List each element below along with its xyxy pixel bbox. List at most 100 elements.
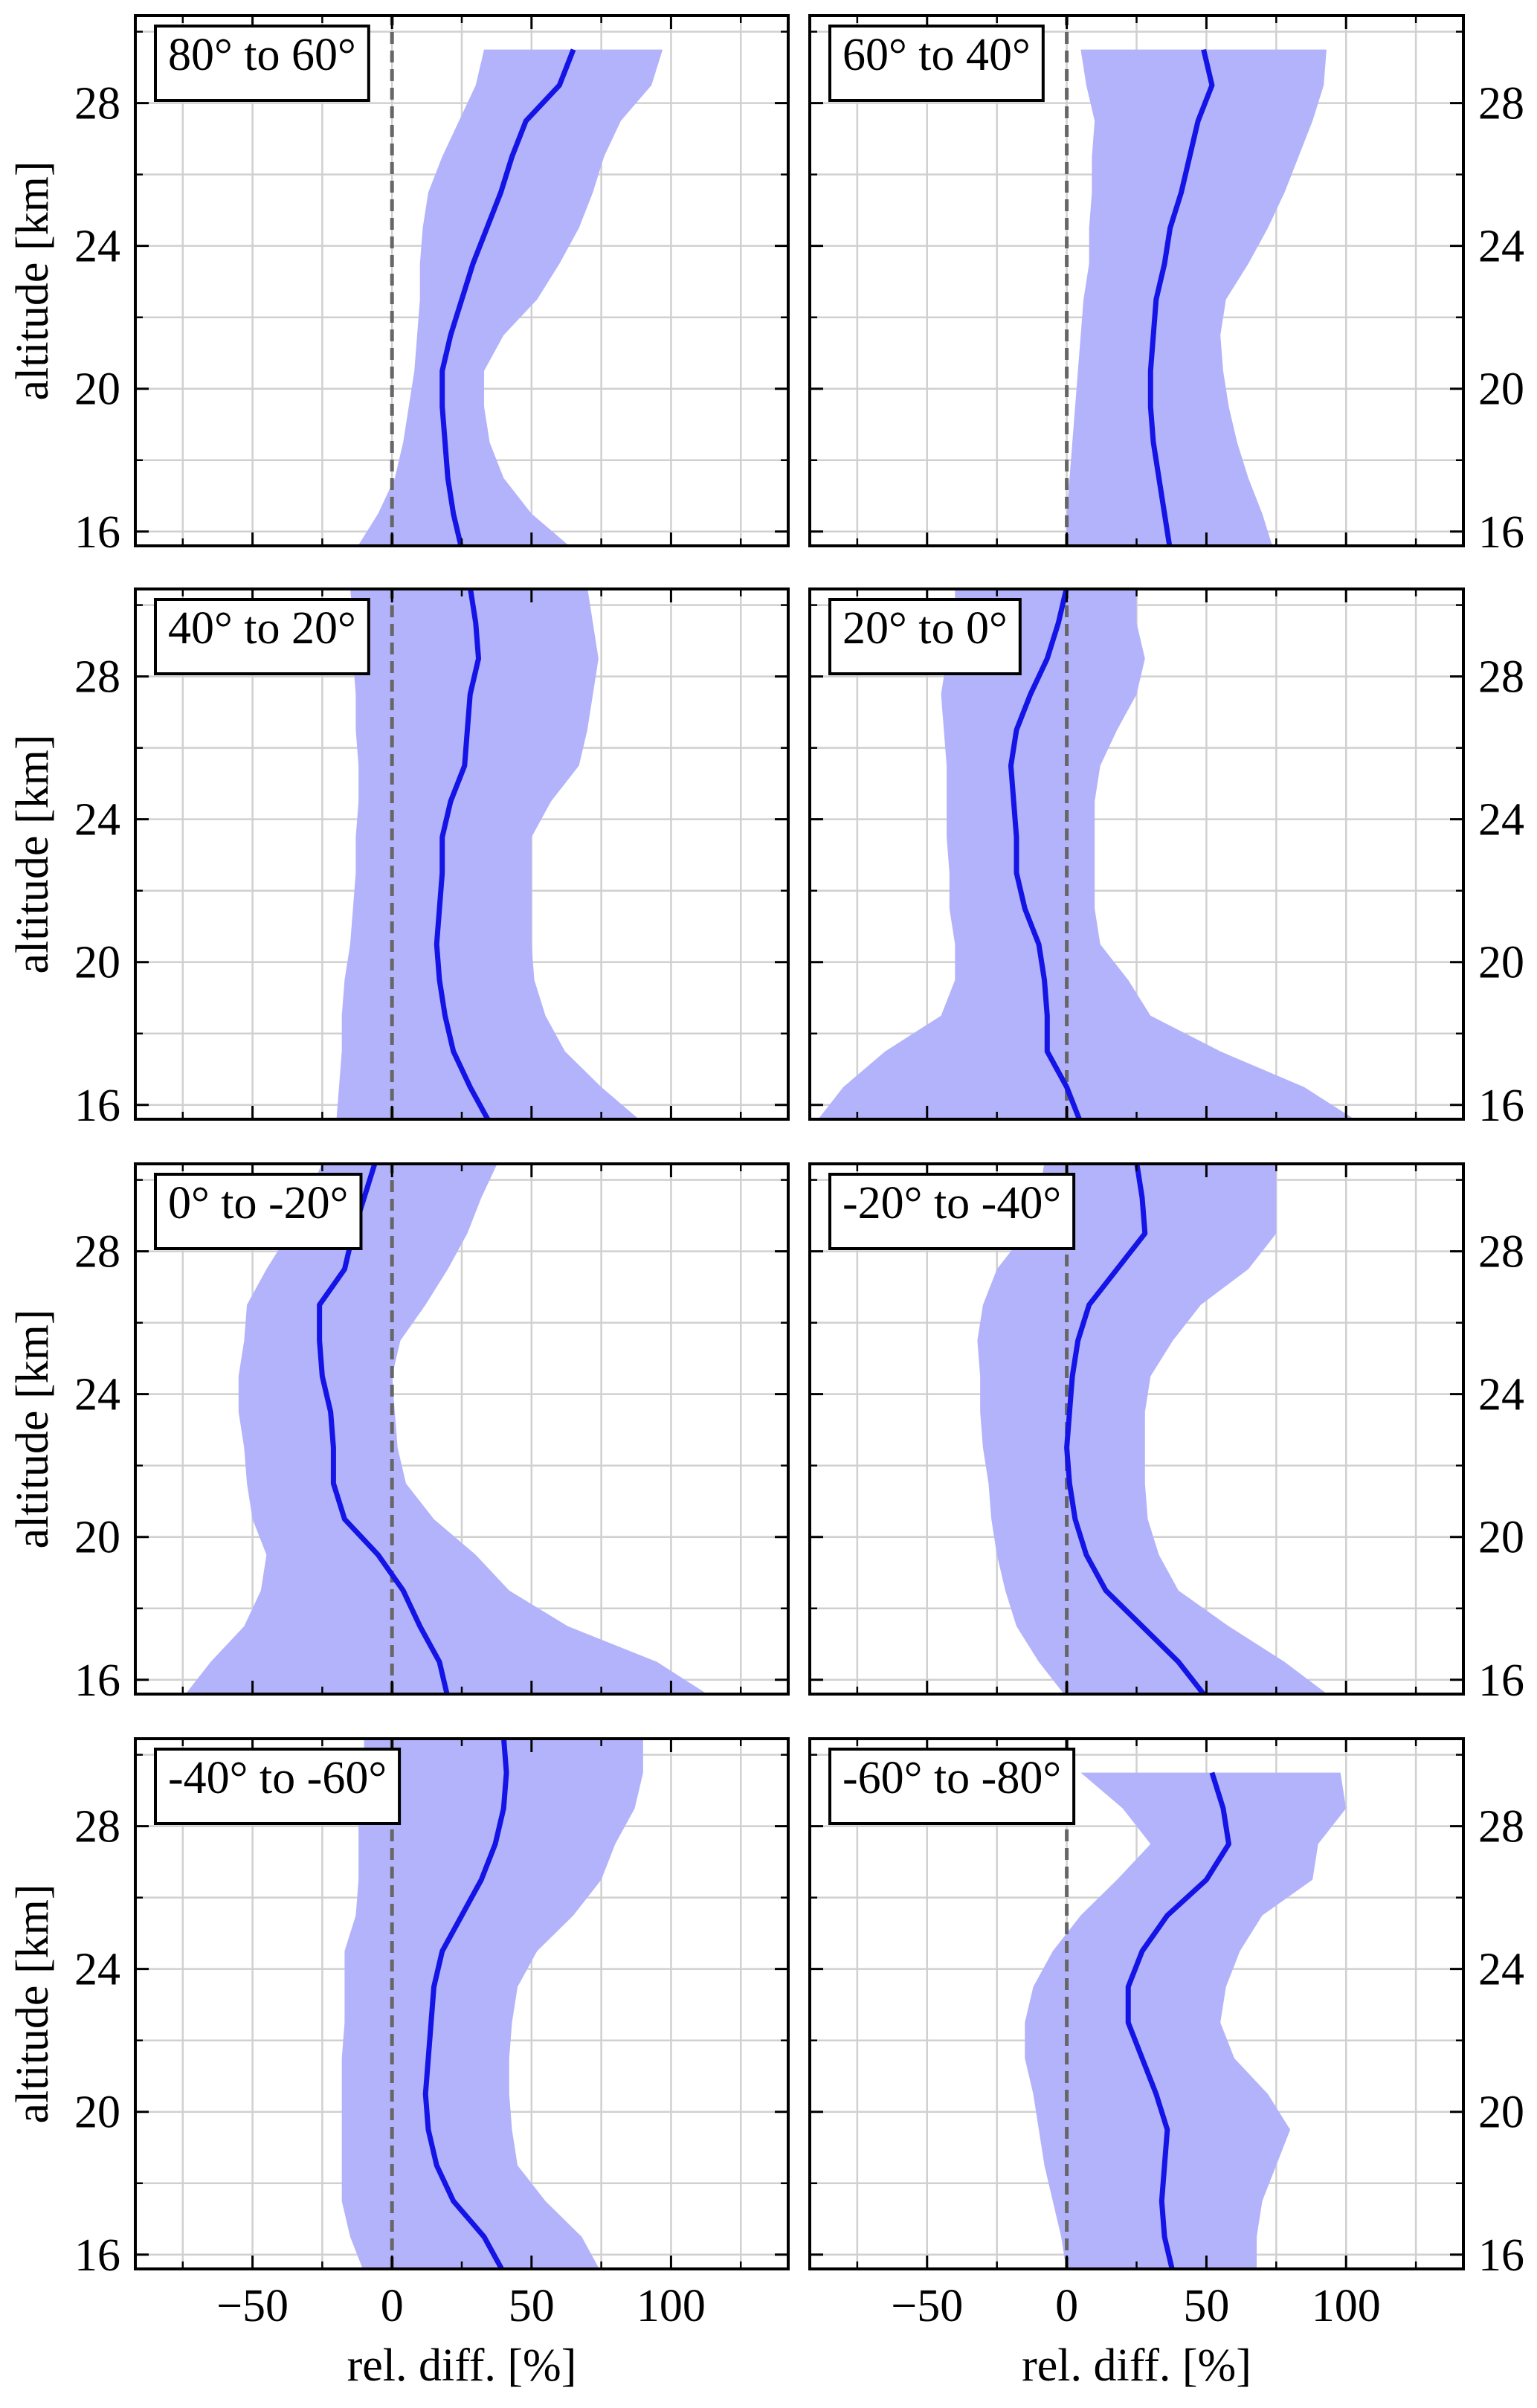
y-tick-label: 20 bbox=[74, 364, 120, 415]
plot-area bbox=[1025, 1739, 1347, 2269]
profile-line bbox=[439, 48, 576, 546]
y-tick-label: 28 bbox=[1478, 1227, 1524, 1278]
profile-line bbox=[1147, 48, 1215, 546]
x-tick-label: 100 bbox=[1312, 2281, 1381, 2331]
axes-frame bbox=[134, 14, 790, 547]
uncertainty-band bbox=[341, 1739, 643, 2269]
title-box bbox=[154, 598, 370, 675]
y-axis-label: altitude [km] bbox=[7, 1884, 58, 2124]
axes-frame bbox=[808, 14, 1465, 547]
title-box bbox=[154, 1748, 402, 1825]
profile-line bbox=[317, 1164, 450, 1694]
x-tick-label: 100 bbox=[637, 2281, 706, 2331]
uncertainty-band bbox=[818, 589, 1355, 1119]
y-tick-label: 16 bbox=[74, 1655, 120, 1706]
panel: 16 20 24 28 40° to 20° altitude [km] bbox=[7, 587, 790, 1131]
uncertainty-band bbox=[336, 589, 639, 1119]
x-tick-label: 50 bbox=[1183, 2281, 1229, 2331]
y-axis-label: altitude [km] bbox=[7, 161, 58, 401]
y-tick-label: 28 bbox=[74, 1227, 120, 1278]
panel: 16 20 24 28 60° to 40° bbox=[808, 14, 1524, 558]
x-tick-label: −50 bbox=[216, 2281, 289, 2331]
plot-area bbox=[818, 589, 1355, 1119]
plot-area bbox=[341, 1739, 643, 2269]
plot-area bbox=[336, 589, 639, 1119]
plot-area bbox=[1065, 16, 1327, 546]
y-tick-label: 24 bbox=[1478, 1370, 1524, 1420]
axes-frame bbox=[808, 587, 1465, 1121]
y-tick-label: 28 bbox=[74, 79, 120, 129]
y-tick-label: 16 bbox=[1478, 507, 1524, 558]
panel-title: 40° to 20° bbox=[168, 603, 356, 654]
uncertainty-band bbox=[185, 1164, 708, 1694]
x-tick-label: −50 bbox=[891, 2281, 963, 2331]
y-tick-label: 20 bbox=[1478, 938, 1524, 988]
y-tick-label: 16 bbox=[74, 1081, 120, 1131]
y-tick-label: 24 bbox=[74, 795, 120, 846]
profile-line bbox=[422, 1739, 509, 2269]
y-tick-label: 24 bbox=[74, 1945, 120, 1995]
y-tick-label: 20 bbox=[74, 1513, 120, 1563]
profile-line bbox=[1008, 589, 1083, 1119]
y-tick-label: 20 bbox=[1478, 364, 1524, 415]
uncertainty-band bbox=[977, 1164, 1328, 1694]
panel: 16 20 24 28 80° to 60° altitude [km] bbox=[7, 14, 790, 558]
uncertainty-band bbox=[1025, 1772, 1347, 2269]
y-tick-label: 16 bbox=[1478, 1081, 1524, 1131]
profile-line bbox=[1064, 1164, 1208, 1694]
y-tick-label: 28 bbox=[1478, 652, 1524, 703]
axes-frame bbox=[808, 1737, 1465, 2270]
panel-title: 0° to -20° bbox=[168, 1178, 348, 1229]
y-tick-label: 16 bbox=[1478, 2230, 1524, 2281]
y-tick-label: 28 bbox=[74, 1802, 120, 1852]
title-box bbox=[828, 25, 1045, 102]
x-tick-label: 50 bbox=[509, 2281, 555, 2331]
panel-title: -20° to -40° bbox=[842, 1178, 1061, 1229]
title-box bbox=[828, 598, 1022, 675]
panel: −50 0 50 100 16 20 24 28 -60° to -80° rel. diff. … bbox=[808, 1737, 1524, 2391]
y-tick-label: 24 bbox=[1478, 795, 1524, 846]
panel-title: -60° to -80° bbox=[842, 1753, 1061, 1803]
y-tick-label: 16 bbox=[74, 2230, 120, 2281]
title-box bbox=[154, 1173, 363, 1250]
axes-frame bbox=[134, 587, 790, 1121]
profile-line bbox=[1125, 1771, 1231, 2269]
panel: 16 20 24 28 20° to 0° bbox=[808, 587, 1524, 1131]
plot-area bbox=[977, 1164, 1328, 1694]
title-box bbox=[154, 25, 370, 102]
panel: 16 20 24 28 0° to -20° altitude [km] bbox=[7, 1162, 790, 1706]
y-tick-label: 16 bbox=[1478, 1655, 1524, 1706]
axes-frame bbox=[134, 1162, 790, 1696]
y-tick-label: 20 bbox=[1478, 1513, 1524, 1563]
panel: −50 0 50 100 16 20 24 28 -40° to -60° altitude [k… bbox=[7, 1737, 790, 2391]
plot-area bbox=[358, 16, 663, 546]
uncertainty-band bbox=[1066, 49, 1327, 546]
x-tick-label: 0 bbox=[1055, 2281, 1078, 2331]
x-axis-label: rel. diff. [%] bbox=[1022, 2340, 1251, 2391]
y-tick-label: 24 bbox=[74, 222, 120, 272]
y-axis-label: altitude [km] bbox=[7, 1310, 58, 1549]
title-box bbox=[828, 1173, 1076, 1250]
x-tick-label: 0 bbox=[381, 2281, 404, 2331]
axes-frame bbox=[808, 1162, 1465, 1696]
plot-area bbox=[185, 1164, 708, 1694]
y-tick-label: 20 bbox=[74, 2087, 120, 2138]
panel: 16 20 24 28 -20° to -40° bbox=[808, 1162, 1524, 1706]
panel-title: 20° to 0° bbox=[842, 603, 1008, 654]
axes-frame bbox=[134, 1737, 790, 2270]
y-tick-label: 24 bbox=[74, 1370, 120, 1420]
title-box bbox=[828, 1748, 1076, 1825]
y-tick-label: 28 bbox=[74, 652, 120, 703]
profile-line bbox=[434, 589, 491, 1119]
y-tick-label: 20 bbox=[74, 938, 120, 988]
panel-title: -40° to -60° bbox=[168, 1753, 387, 1803]
y-tick-label: 24 bbox=[1478, 222, 1524, 272]
x-axis-label: rel. diff. [%] bbox=[347, 2340, 577, 2391]
panel-title: 80° to 60° bbox=[168, 30, 356, 80]
y-axis-label: altitude [km] bbox=[7, 735, 58, 974]
y-tick-label: 28 bbox=[1478, 1802, 1524, 1852]
y-tick-label: 28 bbox=[1478, 79, 1524, 129]
panel-title: 60° to 40° bbox=[842, 30, 1031, 80]
